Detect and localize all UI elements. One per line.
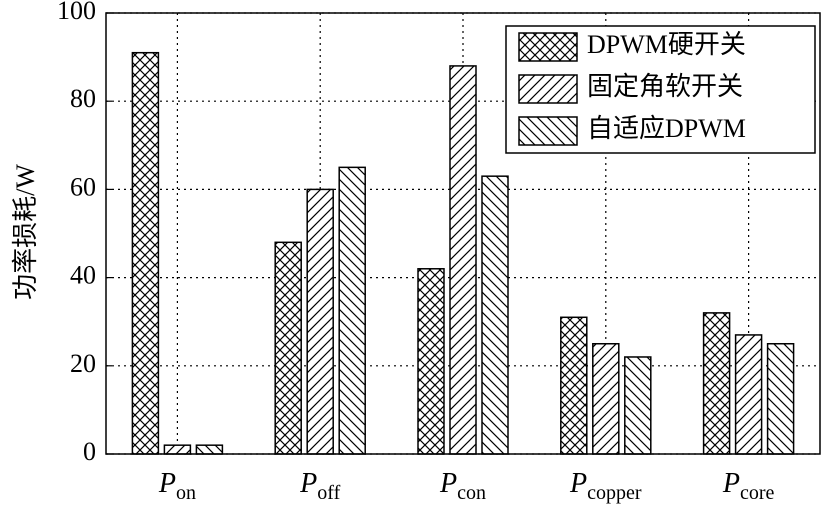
x-tick-sub: on xyxy=(176,482,196,504)
x-tick-main: P xyxy=(299,468,317,499)
y-tick-label: 80 xyxy=(70,84,96,113)
bar xyxy=(766,343,795,455)
bar xyxy=(195,444,224,455)
x-tick-sub: copper xyxy=(587,482,642,504)
x-tick-main: P xyxy=(569,468,587,499)
bar xyxy=(306,188,334,455)
y-tick-label: 0 xyxy=(83,437,96,466)
y-tick-label: 100 xyxy=(57,0,96,25)
x-tick-label: Pcon xyxy=(439,468,486,503)
legend-swatch xyxy=(518,116,578,146)
x-tick-main: P xyxy=(158,468,176,499)
x-tick-main: P xyxy=(439,468,457,499)
x-tick-label: Pon xyxy=(158,468,196,503)
bar xyxy=(449,65,477,455)
bar xyxy=(163,444,192,455)
legend-label: 固定角软开关 xyxy=(587,72,743,101)
plot-frame xyxy=(105,12,821,455)
bar xyxy=(131,51,160,455)
bar xyxy=(560,316,588,455)
x-tick-label: Pcore xyxy=(722,468,775,503)
bar xyxy=(624,356,652,455)
bar xyxy=(592,343,620,455)
bar xyxy=(417,268,445,455)
bar xyxy=(274,241,302,455)
y-tick-label: 60 xyxy=(70,172,96,201)
legend-label: 自适应DPWM xyxy=(587,114,746,143)
bar xyxy=(481,175,509,455)
x-tick-sub: off xyxy=(317,482,340,504)
x-tick-sub: core xyxy=(740,482,775,504)
y-tick-label: 40 xyxy=(70,261,96,290)
bar xyxy=(338,166,366,455)
x-tick-label: Pcopper xyxy=(569,468,642,503)
y-axis-label: 功率损耗/W xyxy=(11,164,40,300)
bar xyxy=(702,312,731,455)
x-tick-sub: con xyxy=(457,482,486,504)
legend-swatch xyxy=(518,74,578,104)
x-tick-label: Poff xyxy=(299,468,340,503)
x-tick-main: P xyxy=(722,468,740,499)
y-tick-label: 20 xyxy=(70,349,96,378)
bar xyxy=(734,334,763,455)
legend-swatch xyxy=(518,32,578,62)
legend-label: DPWM硬开关 xyxy=(587,30,746,59)
